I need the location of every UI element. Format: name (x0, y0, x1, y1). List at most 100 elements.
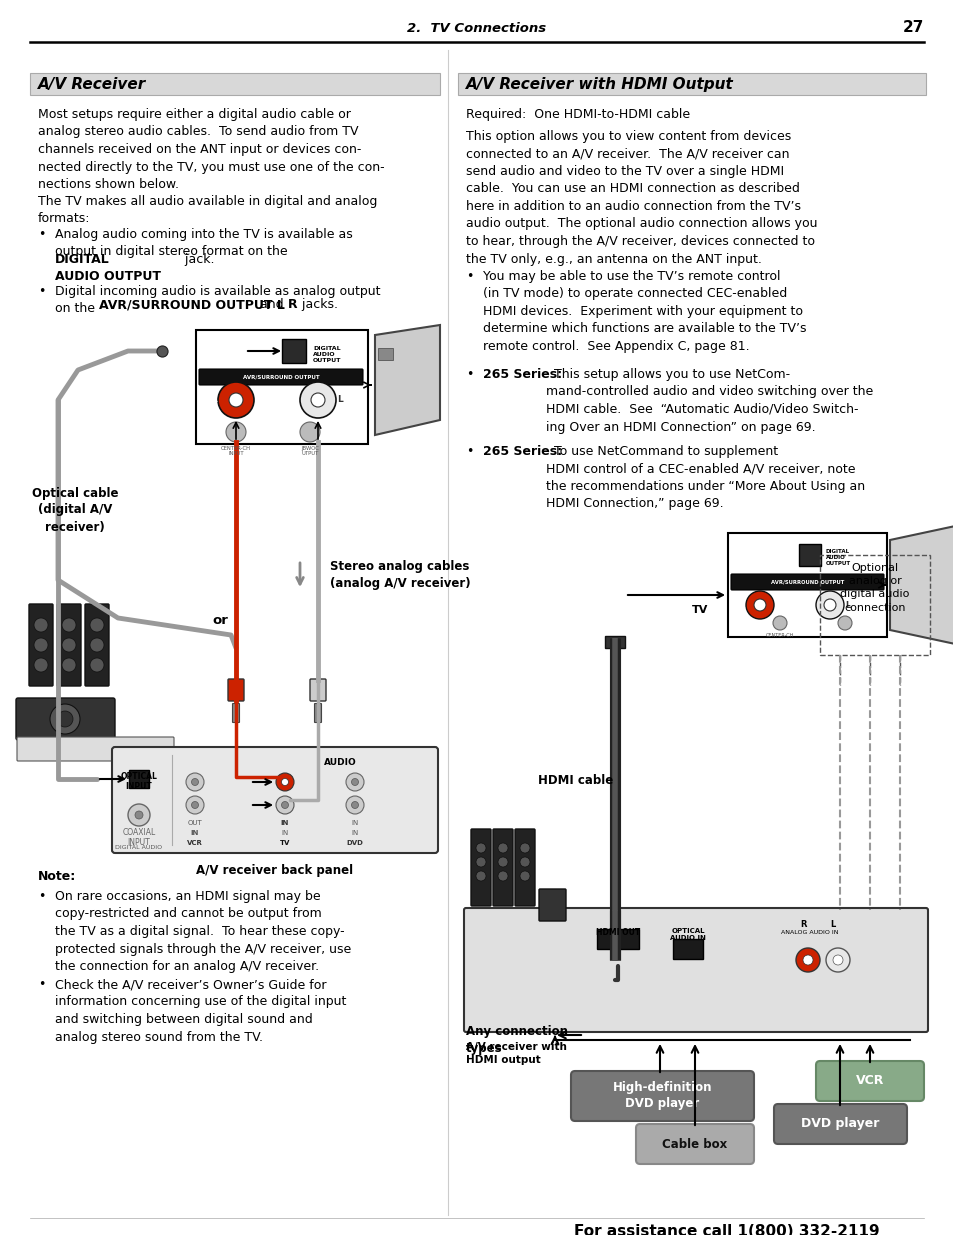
Text: HDMI cable: HDMI cable (537, 773, 613, 787)
FancyBboxPatch shape (493, 829, 513, 906)
Text: jack.: jack. (181, 253, 214, 266)
Circle shape (497, 871, 507, 881)
Circle shape (57, 711, 73, 727)
Circle shape (311, 393, 325, 408)
Circle shape (90, 618, 104, 632)
Circle shape (90, 658, 104, 672)
Circle shape (825, 948, 849, 972)
FancyBboxPatch shape (195, 330, 368, 445)
Text: and: and (255, 298, 287, 311)
Text: IN: IN (351, 820, 358, 826)
Circle shape (753, 599, 765, 611)
Text: DIGITAL AUDIO: DIGITAL AUDIO (115, 845, 162, 850)
Text: Note:: Note: (38, 869, 76, 883)
FancyBboxPatch shape (538, 889, 565, 921)
Text: A/V Receiver: A/V Receiver (38, 77, 146, 91)
Circle shape (351, 778, 358, 785)
Text: DVD: DVD (346, 840, 363, 846)
FancyBboxPatch shape (597, 929, 639, 948)
Text: OPTICAL
AUDIO IN: OPTICAL AUDIO IN (669, 927, 705, 941)
Circle shape (476, 857, 485, 867)
Text: R: R (288, 298, 297, 311)
Text: Optical cable
(digital A/V
receiver): Optical cable (digital A/V receiver) (31, 487, 118, 534)
Text: ANALOG AUDIO IN: ANALOG AUDIO IN (781, 930, 838, 935)
FancyBboxPatch shape (799, 543, 821, 566)
FancyBboxPatch shape (604, 636, 624, 648)
FancyBboxPatch shape (17, 737, 173, 761)
Text: •: • (38, 890, 46, 903)
Text: This option allows you to view content from devices
connected to an A/V receiver: This option allows you to view content f… (465, 130, 817, 266)
Circle shape (135, 811, 143, 819)
Text: •: • (465, 445, 473, 458)
FancyBboxPatch shape (199, 369, 363, 385)
FancyBboxPatch shape (457, 73, 925, 95)
Text: Required:  One HDMI-to-HDMI cable: Required: One HDMI-to-HDMI cable (465, 107, 689, 121)
Text: 27: 27 (902, 21, 923, 36)
Text: Optional
analog or
digital audio
connection: Optional analog or digital audio connect… (840, 563, 909, 613)
Text: OUT: OUT (188, 820, 202, 826)
Circle shape (299, 422, 319, 442)
Text: AVR/SURROUND OUTPUT: AVR/SURROUND OUTPUT (242, 374, 319, 379)
Circle shape (802, 955, 812, 965)
FancyBboxPatch shape (672, 939, 702, 960)
Circle shape (90, 638, 104, 652)
Text: OPTICAL
INPUT: OPTICAL INPUT (120, 772, 157, 792)
Text: Cable box: Cable box (661, 1137, 727, 1151)
Circle shape (351, 802, 358, 809)
Text: 265 Series:: 265 Series: (482, 368, 561, 382)
FancyBboxPatch shape (29, 604, 53, 685)
Circle shape (823, 599, 835, 611)
Text: IN: IN (351, 830, 358, 836)
Text: HDMI OUT: HDMI OUT (596, 927, 639, 937)
Text: Analog audio coming into the TV is available as
output in digital stereo format : Analog audio coming into the TV is avail… (55, 228, 353, 258)
Circle shape (62, 658, 76, 672)
Circle shape (275, 797, 294, 814)
Circle shape (281, 778, 288, 785)
Text: TV: TV (691, 605, 707, 615)
Text: IN: IN (280, 820, 289, 826)
Text: High-definition
DVD player: High-definition DVD player (612, 1082, 712, 1110)
Text: VCR: VCR (855, 1074, 883, 1088)
Text: •: • (465, 270, 473, 283)
FancyBboxPatch shape (571, 1071, 753, 1121)
Text: DVD player: DVD player (801, 1118, 879, 1130)
Circle shape (832, 955, 842, 965)
FancyBboxPatch shape (30, 73, 439, 95)
Text: Any connection
types: Any connection types (465, 1025, 567, 1055)
FancyBboxPatch shape (463, 908, 927, 1032)
FancyBboxPatch shape (773, 1104, 906, 1144)
Circle shape (476, 844, 485, 853)
Text: or: or (212, 614, 228, 626)
Text: TV: TV (279, 840, 290, 846)
Text: L: L (844, 600, 850, 610)
Text: CENTER-CH: CENTER-CH (765, 634, 793, 638)
Text: For assistance call 1(800) 332-2119: For assistance call 1(800) 332-2119 (574, 1224, 879, 1235)
FancyBboxPatch shape (314, 704, 321, 722)
FancyBboxPatch shape (377, 348, 393, 359)
FancyBboxPatch shape (282, 338, 306, 363)
Text: CENTER-CH
INPUT: CENTER-CH INPUT (221, 446, 251, 457)
Text: •: • (38, 228, 46, 241)
Circle shape (745, 592, 773, 619)
Text: 2.  TV Connections: 2. TV Connections (407, 21, 546, 35)
Text: •: • (465, 368, 473, 382)
Circle shape (519, 857, 530, 867)
Text: R: R (800, 920, 805, 929)
Text: A/V Receiver with HDMI Output: A/V Receiver with HDMI Output (465, 77, 733, 91)
FancyBboxPatch shape (730, 574, 883, 590)
Text: DIGITAL
AUDIO
OUTPUT: DIGITAL AUDIO OUTPUT (825, 550, 850, 566)
Circle shape (229, 393, 243, 408)
Text: A/V receiver back panel: A/V receiver back panel (196, 864, 354, 877)
Text: DIGITAL
AUDIO
OUTPUT: DIGITAL AUDIO OUTPUT (313, 346, 341, 363)
Text: The TV makes all audio available in digital and analog
formats:: The TV makes all audio available in digi… (38, 195, 377, 226)
Text: •: • (38, 978, 46, 990)
Text: R: R (211, 395, 217, 405)
Circle shape (281, 802, 288, 809)
Circle shape (519, 844, 530, 853)
FancyBboxPatch shape (727, 534, 886, 637)
Circle shape (275, 773, 294, 790)
Circle shape (497, 857, 507, 867)
Text: R: R (738, 600, 744, 610)
FancyBboxPatch shape (515, 829, 535, 906)
Text: AUDIO: AUDIO (323, 758, 356, 767)
